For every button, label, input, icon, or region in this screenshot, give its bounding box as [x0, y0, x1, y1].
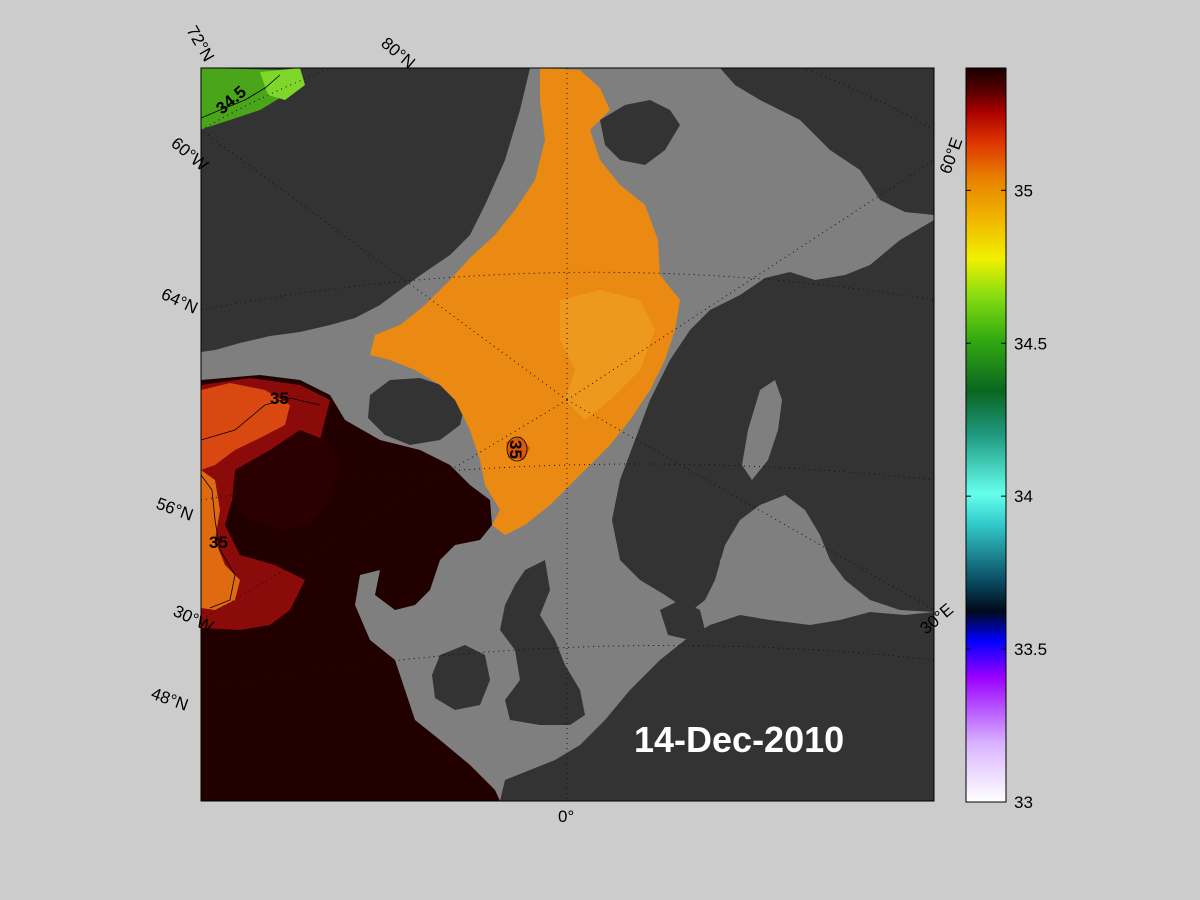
lat-label-72n: 72°N: [183, 23, 218, 65]
contour-line-35-south: [201, 474, 236, 609]
denmark: [660, 600, 705, 640]
nordic-seas-eddy: [506, 436, 530, 460]
graticule-lat-64n: [201, 463, 934, 501]
gulf-of-bothnia: [742, 380, 782, 480]
lat-label-48n: 48°N: [149, 684, 191, 715]
greenland-lightgreen-patch: [260, 68, 305, 100]
lon-label-0: 0°: [558, 807, 574, 826]
nordic-seas-lighter-patch: [560, 290, 655, 420]
greenland-landmass: [201, 68, 530, 352]
ireland: [432, 645, 490, 710]
colorbar-tick-label: 33: [1014, 793, 1033, 812]
lat-label-64n: 64°N: [158, 284, 200, 317]
contour-label-35-c: 35: [209, 533, 228, 552]
arctic-land-northeast: [720, 68, 934, 215]
colorbar-tick-label: 33.5: [1014, 640, 1047, 659]
graticule-lon-60e: [566, 159, 934, 401]
atlantic-dark-core: [232, 430, 340, 530]
colorbar-tick-label: 35: [1014, 181, 1033, 200]
graticule-lon-30e: [566, 399, 934, 611]
contour-line-35-eddy: [506, 436, 528, 462]
svalbard-islands: [600, 100, 680, 165]
continental-europe-landmass: [500, 612, 934, 801]
date-label: 14-Dec-2010: [634, 719, 844, 760]
contour-line-35-north: [201, 397, 321, 441]
great-britain: [500, 560, 585, 725]
map-area: 34.5 35 35 35 14-Dec-2010: [201, 68, 934, 801]
baltic-sea: [718, 525, 805, 615]
lon-label-60e: 60°E: [936, 135, 967, 176]
graticule-lon-60w: [201, 129, 568, 401]
lat-label-56n: 56°N: [154, 494, 196, 525]
contour-label-35-a: 35: [270, 389, 289, 408]
graticule-lon-30w: [201, 399, 568, 621]
atlantic-orange-band-lower: [201, 470, 240, 610]
map-frame: [200, 67, 935, 802]
colorbar-tick-label: 34: [1014, 487, 1033, 506]
contour-line-34-5: [201, 74, 281, 119]
colorbar-ticks: 33 33.5 34 34.5 35: [966, 181, 1047, 812]
contour-label-35-b: 35: [506, 440, 525, 459]
atlantic-orange-band: [201, 383, 290, 470]
colorbar: [965, 67, 1007, 803]
colorbar-tick-label: 34.5: [1014, 334, 1047, 353]
iceland: [368, 378, 465, 445]
graticule: [201, 68, 934, 801]
nordic-seas-salinity-field: [370, 68, 680, 535]
lat-label-80n: 80°N: [377, 34, 418, 73]
